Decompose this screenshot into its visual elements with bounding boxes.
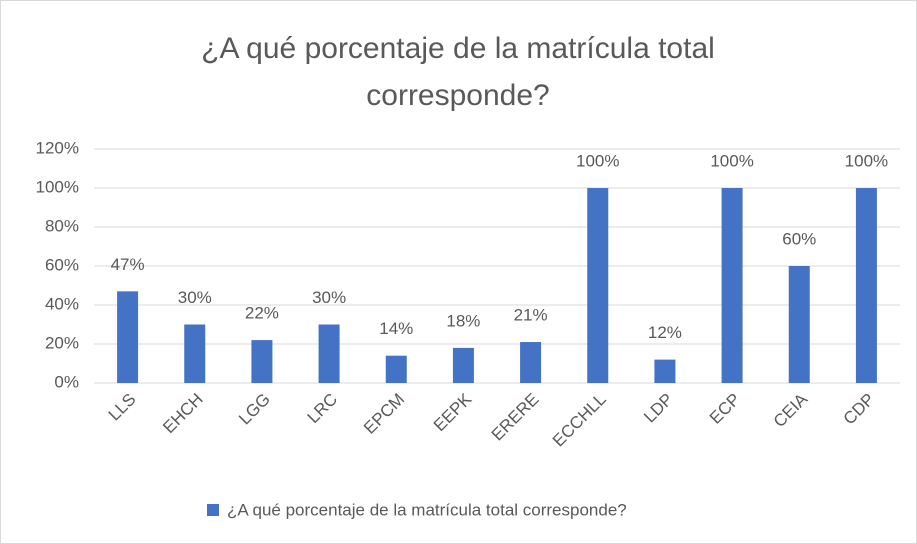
y-tick-label: 0%: [54, 372, 79, 391]
data-label: 100%: [710, 151, 753, 170]
data-label: 60%: [782, 229, 816, 248]
chart-title: ¿A qué porcentaje de la matrícula total c…: [201, 32, 715, 112]
bar: [452, 347, 474, 383]
bar: [654, 359, 676, 383]
data-label: 12%: [648, 323, 682, 342]
data-label: 100%: [576, 151, 619, 170]
data-label: 100%: [845, 151, 888, 170]
y-tick-label: 80%: [45, 216, 79, 235]
bar: [520, 342, 542, 383]
bar: [318, 324, 340, 383]
data-label: 21%: [514, 306, 548, 325]
bar: [788, 266, 810, 383]
data-label: 30%: [178, 288, 212, 307]
data-label: 22%: [245, 304, 279, 323]
data-label: 47%: [111, 255, 145, 274]
bar: [721, 188, 743, 383]
bar: [855, 188, 877, 383]
bar: [184, 324, 206, 383]
y-tick-label: 40%: [45, 294, 79, 313]
y-tick-label: 120%: [36, 138, 79, 157]
bar: [587, 188, 609, 383]
y-tick-label: 20%: [45, 333, 79, 352]
bar: [385, 355, 407, 383]
data-label: 14%: [379, 319, 413, 338]
data-label: 30%: [312, 288, 346, 307]
legend-swatch: [207, 504, 219, 516]
bar: [251, 340, 273, 383]
data-label: 18%: [446, 311, 480, 330]
y-tick-label: 100%: [36, 177, 79, 196]
y-tick-label: 60%: [45, 255, 79, 274]
legend-label: ¿A qué porcentaje de la matrícula total …: [227, 500, 627, 519]
bar: [117, 291, 139, 383]
